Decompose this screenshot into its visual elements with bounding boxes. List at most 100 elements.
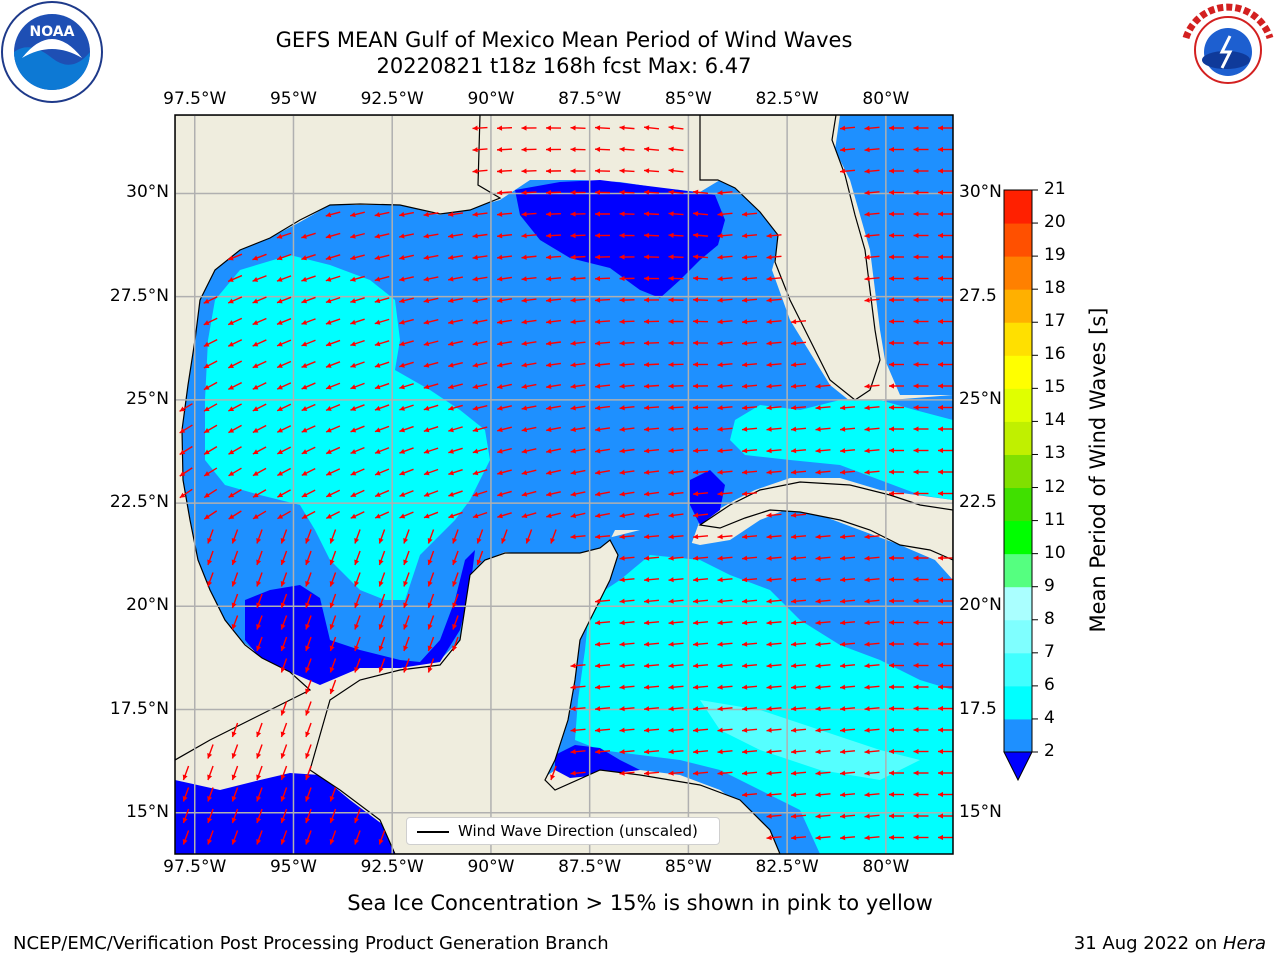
- colorbar-tick-label: 20: [1044, 212, 1066, 233]
- wind-wave-arrow: [280, 722, 288, 738]
- wind-wave-arrow: [350, 297, 365, 304]
- wind-wave-arrow: [472, 404, 488, 411]
- wind-wave-arrow: [889, 318, 904, 325]
- wind-wave-arrow: [938, 641, 953, 647]
- colorbar-tick-label: 11: [1044, 509, 1066, 530]
- wind-wave-arrow: [668, 168, 684, 174]
- colorbar-tick-label: 16: [1044, 344, 1066, 365]
- wind-wave-arrow: [545, 233, 562, 239]
- wind-wave-arrow: [619, 512, 635, 518]
- wind-wave-arrow: [325, 425, 341, 433]
- wind-wave-arrow: [305, 550, 312, 566]
- wind-wave-arrow: [938, 727, 953, 733]
- lon-tick-top: 87.5°W: [558, 89, 622, 109]
- lon-tick-bottom: 82.5°W: [755, 857, 819, 877]
- wind-wave-arrow: [350, 275, 365, 282]
- wind-wave-arrow: [790, 749, 807, 755]
- wind-wave-arrow: [447, 233, 464, 239]
- colorbar-swatch: [1004, 619, 1032, 654]
- wind-wave-arrow: [643, 232, 660, 239]
- colorbar-tick-label: 13: [1044, 443, 1066, 464]
- wind-wave-arrow: [227, 360, 243, 369]
- wind-wave-arrow: [280, 658, 288, 673]
- wind-wave-arrow: [472, 383, 488, 390]
- wind-wave-arrow: [668, 620, 684, 626]
- wind-wave-arrow: [913, 211, 929, 217]
- wind-wave-arrow: [815, 835, 831, 841]
- colorbar-tick-label: 9: [1044, 575, 1055, 596]
- wind-wave-arrow: [423, 340, 439, 347]
- wind-wave-arrow: [668, 189, 684, 195]
- wind-wave-arrow: [545, 168, 562, 174]
- wind-wave-arrow: [182, 808, 190, 824]
- wind-wave-arrow: [913, 168, 929, 174]
- wind-wave-arrow: [252, 467, 267, 477]
- wind-wave-arrow: [889, 146, 904, 153]
- wind-wave-arrow: [252, 446, 267, 455]
- wind-wave-arrow: [741, 727, 758, 733]
- wind-wave-arrow: [889, 125, 904, 131]
- date-text: 31 Aug 2022 on: [1073, 933, 1223, 954]
- wind-wave-arrow: [692, 512, 709, 518]
- wind-wave-arrow: [864, 706, 880, 712]
- wind-wave-arrow: [643, 383, 660, 389]
- wind-wave-arrow: [403, 615, 410, 630]
- wind-wave-arrow: [423, 254, 439, 261]
- wind-wave-arrow: [839, 706, 856, 712]
- wind-wave-arrow: [374, 318, 390, 325]
- wind-wave-arrow: [790, 620, 807, 626]
- colorbar-tick-label: 10: [1044, 542, 1066, 563]
- wind-wave-arrow: [207, 765, 214, 781]
- wind-wave-arrow: [889, 770, 904, 776]
- lon-tick-bottom: 87.5°W: [558, 857, 622, 877]
- wind-wave-arrow: [472, 426, 488, 433]
- wind-wave-arrow: [325, 275, 341, 282]
- wind-wave-arrow: [231, 787, 239, 802]
- wind-wave-arrow: [594, 383, 611, 389]
- wind-wave-arrow: [717, 319, 733, 325]
- wind-wave-arrow: [325, 382, 341, 390]
- wind-wave-arrow: [938, 813, 953, 819]
- wind-wave-arrow: [276, 296, 292, 304]
- wind-wave-arrow: [521, 448, 537, 454]
- wind-wave-arrow: [741, 577, 758, 583]
- wind-wave-arrow: [741, 233, 758, 239]
- wind-wave-arrow: [448, 297, 463, 304]
- wind-wave-arrow: [497, 469, 512, 476]
- wind-wave-arrow: [717, 684, 733, 690]
- wind-wave-arrow: [448, 362, 463, 368]
- wind-wave-arrow: [545, 211, 562, 217]
- wind-wave-arrow: [329, 615, 337, 630]
- wind-wave-arrow: [546, 512, 561, 519]
- wind-wave-arrow: [280, 550, 288, 566]
- wind-wave-arrow: [643, 405, 660, 411]
- wind-wave-arrow: [374, 382, 390, 390]
- wind-wave-arrow: [741, 297, 758, 303]
- wind-wave-arrow: [741, 749, 758, 755]
- wind-wave-arrow: [766, 276, 782, 282]
- wind-wave-arrow: [864, 297, 880, 303]
- wind-wave-arrow: [668, 469, 684, 475]
- wind-wave-arrow: [231, 722, 239, 738]
- wind-wave-arrow: [938, 426, 953, 432]
- wind-wave-arrow: [864, 684, 880, 690]
- wind-wave-arrow: [668, 426, 684, 432]
- wind-wave-arrow: [889, 813, 904, 819]
- wind-wave-arrow: [766, 663, 782, 669]
- wind-wave-arrow: [839, 534, 856, 540]
- lon-tick-bottom: 97.5°W: [163, 857, 227, 877]
- wind-wave-arrow: [643, 448, 660, 454]
- wind-wave-arrow: [913, 232, 929, 239]
- wind-wave-arrow: [570, 512, 586, 519]
- wind-wave-arrow: [913, 555, 929, 561]
- wind-wave-arrow: [374, 340, 390, 347]
- wind-wave-arrow: [668, 361, 684, 368]
- wind-wave-arrow: [643, 426, 660, 432]
- wind-wave-arrow: [889, 404, 904, 411]
- wind-wave-arrow: [378, 636, 386, 652]
- wind-wave-arrow: [301, 318, 316, 325]
- colorbar-swatch: [1004, 586, 1032, 621]
- wind-wave-arrow: [423, 276, 439, 282]
- wind-wave-arrow: [889, 211, 904, 217]
- wind-wave-arrow: [280, 830, 288, 845]
